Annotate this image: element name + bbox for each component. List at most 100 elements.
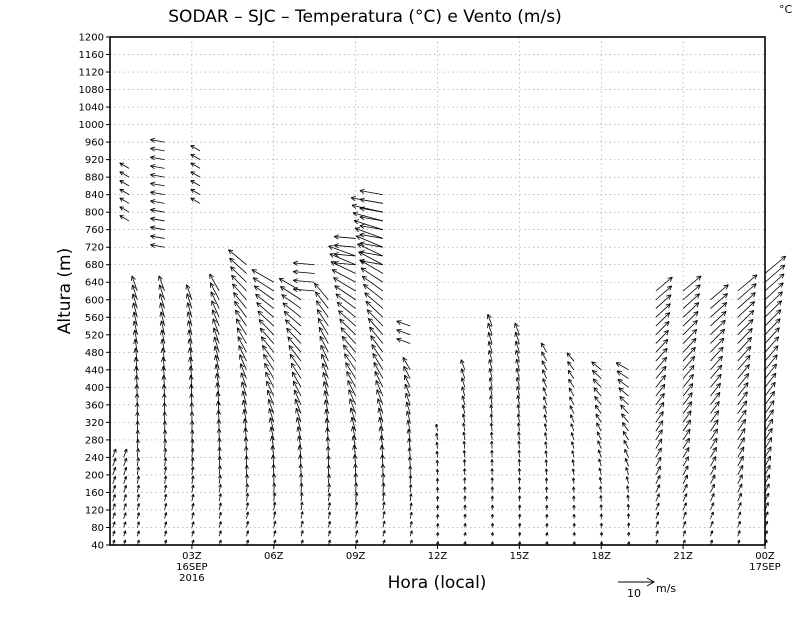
wind-arrow <box>245 492 250 502</box>
wind-arrow <box>737 520 741 528</box>
wind-arrow <box>682 456 689 467</box>
wind-arrow <box>682 474 688 484</box>
wind-arrow <box>764 372 777 388</box>
wind-arrow <box>292 278 315 284</box>
wind-arrow <box>295 417 302 432</box>
wind-arrow <box>655 539 659 546</box>
wind-arrow <box>655 374 666 388</box>
wind-arrow <box>334 285 356 301</box>
wind-arrow <box>591 361 602 371</box>
wind-arrow <box>123 494 127 502</box>
wind-arrow <box>572 495 576 502</box>
wind-arrow <box>239 354 247 370</box>
wind-arrow <box>737 318 754 336</box>
wind-arrow <box>381 473 386 484</box>
wind-arrow <box>135 429 140 440</box>
wind-arrow <box>253 285 274 301</box>
wind-arrow <box>374 370 384 388</box>
wind-arrow <box>190 197 201 204</box>
x-tick-label: 00Z <box>755 551 775 562</box>
wind-arrow <box>349 398 356 414</box>
wind-arrow <box>136 448 140 458</box>
wind-arrow <box>295 407 302 423</box>
x-tick-label: 21Z <box>673 551 693 562</box>
wind-arrow <box>655 392 665 406</box>
wind-arrow <box>737 336 752 353</box>
wind-arrow <box>682 539 686 546</box>
wind-arrow <box>257 310 275 327</box>
wind-arrow <box>266 380 275 397</box>
wind-arrow <box>490 522 494 528</box>
wind-arrow <box>682 419 691 432</box>
wind-arrow <box>245 511 250 519</box>
wind-arrow <box>764 409 774 423</box>
wind-arrow <box>345 362 356 379</box>
wind-arrow <box>150 234 165 240</box>
wind-arrow <box>150 225 165 231</box>
wind-arrow <box>737 310 755 327</box>
wind-arrow <box>355 511 359 519</box>
wind-arrow <box>164 503 168 511</box>
wind-arrow <box>572 532 576 537</box>
wind-arrow <box>764 345 779 362</box>
wind-arrow <box>489 404 494 414</box>
wind-arrow <box>490 459 494 467</box>
wind-arrow <box>490 513 494 519</box>
wind-arrow <box>185 284 193 300</box>
y-tick-label: 760 <box>85 225 104 236</box>
wind-arrow <box>299 492 304 502</box>
grid-lines <box>110 37 765 545</box>
x-tick-label: 09Z <box>346 551 366 562</box>
wind-arrow <box>488 359 493 370</box>
wind-arrow <box>112 503 116 511</box>
y-tick-label: 520 <box>85 330 104 341</box>
wind-arrow <box>710 456 717 467</box>
wind-arrow <box>764 255 787 274</box>
wind-arrow <box>190 466 195 475</box>
wind-arrow <box>112 539 116 546</box>
wind-arrow <box>435 496 440 502</box>
wind-arrow <box>408 465 413 475</box>
wind-arrow <box>321 353 329 370</box>
wind-arrow <box>544 468 549 475</box>
y-tick-label: 480 <box>85 348 104 359</box>
wind-arrow <box>281 294 302 309</box>
wind-arrow <box>336 301 356 318</box>
wind-arrow <box>333 260 356 266</box>
wind-arrow <box>682 320 698 336</box>
x-tick-label: 15Z <box>510 551 530 562</box>
wind-arrow <box>245 530 250 537</box>
wind-arrow <box>284 319 302 336</box>
wind-arrow <box>322 372 329 388</box>
wind-arrow <box>570 414 575 423</box>
wind-arrow <box>462 468 467 475</box>
wind-arrow <box>409 502 413 511</box>
wind-arrow <box>273 511 277 519</box>
wind-arrow <box>737 409 747 423</box>
wind-arrow <box>355 530 359 537</box>
wind-arrow <box>764 300 783 318</box>
wind-arrow <box>404 392 411 405</box>
wind-arrow <box>162 420 167 432</box>
wind-arrow <box>263 353 275 371</box>
wind-arrow <box>490 486 494 493</box>
wind-arrow <box>682 346 696 362</box>
wind-arrow <box>517 440 521 449</box>
wind-arrow <box>594 395 602 406</box>
wind-arrow <box>272 482 277 493</box>
wind-arrow <box>123 448 128 458</box>
wind-arrow <box>190 171 201 178</box>
wind-arrow <box>682 401 693 414</box>
wind-arrow <box>514 331 520 344</box>
wind-arrow <box>239 363 247 379</box>
y-tick-label: 720 <box>85 243 104 254</box>
wind-arrow <box>112 475 117 484</box>
wind-arrow <box>572 504 576 510</box>
wind-arrow <box>542 396 548 405</box>
wind-arrow <box>599 495 603 502</box>
wind-arrow <box>598 467 602 476</box>
chart-title: SODAR – SJC – Temperatura (°C) e Vento (… <box>168 7 561 27</box>
wind-arrow <box>542 378 548 388</box>
wind-arrow <box>293 389 302 406</box>
